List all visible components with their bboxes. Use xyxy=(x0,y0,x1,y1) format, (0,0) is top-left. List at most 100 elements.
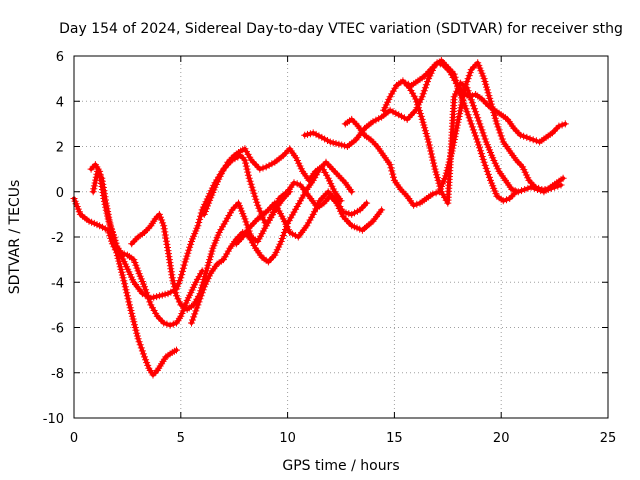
data-point xyxy=(339,208,347,216)
data-point xyxy=(178,271,186,279)
data-point xyxy=(555,122,563,130)
data-point xyxy=(474,138,482,146)
data-point xyxy=(486,173,493,181)
data-point xyxy=(521,186,529,193)
data-point xyxy=(286,229,294,236)
data-point xyxy=(473,135,481,143)
data-point xyxy=(480,75,488,83)
data-point xyxy=(416,110,424,117)
data-point xyxy=(524,184,532,192)
data-point xyxy=(193,304,201,312)
data-point xyxy=(188,319,195,327)
data-point xyxy=(182,255,190,263)
data-point xyxy=(321,135,329,143)
data-point xyxy=(183,252,191,260)
data-point xyxy=(110,233,118,241)
data-point xyxy=(192,307,200,315)
data-point xyxy=(111,236,119,244)
data-point xyxy=(508,186,516,193)
data-point xyxy=(91,179,99,187)
data-point xyxy=(268,160,276,168)
data-point xyxy=(464,75,472,83)
data-point xyxy=(184,249,192,257)
data-point xyxy=(137,344,145,352)
data-point xyxy=(122,286,130,294)
data-point xyxy=(465,114,473,122)
y-tick-label: 6 xyxy=(56,50,64,65)
y-tick-label: -6 xyxy=(51,322,64,337)
data-point xyxy=(142,356,150,364)
data-point xyxy=(466,69,474,77)
data-point xyxy=(398,112,405,120)
data-point xyxy=(205,259,213,266)
series-line xyxy=(189,160,354,325)
data-point xyxy=(254,201,262,209)
data-point xyxy=(458,98,466,106)
data-point xyxy=(247,180,255,188)
data-point xyxy=(262,163,270,171)
data-point xyxy=(222,161,230,169)
data-point xyxy=(436,60,444,68)
data-point xyxy=(315,132,323,140)
data-point xyxy=(186,243,194,251)
data-point xyxy=(246,153,254,161)
data-point xyxy=(198,289,206,297)
data-point xyxy=(534,186,541,193)
series-line xyxy=(89,162,205,328)
data-point xyxy=(163,320,171,328)
x-tick-label: 5 xyxy=(177,431,185,446)
data-point xyxy=(422,81,430,89)
data-point xyxy=(190,313,198,321)
data-point xyxy=(136,341,144,349)
y-tick-label: 4 xyxy=(56,95,64,110)
data-point xyxy=(514,188,522,196)
data-point xyxy=(345,210,353,218)
data-point xyxy=(463,78,471,86)
y-tick-label: -2 xyxy=(51,231,64,246)
series-arc4 xyxy=(89,152,386,302)
data-point xyxy=(463,108,471,116)
data-point xyxy=(326,138,334,146)
data-point xyxy=(250,189,258,197)
data-point xyxy=(433,59,441,67)
data-point xyxy=(120,277,128,285)
data-point xyxy=(434,176,442,184)
data-point xyxy=(169,320,177,328)
data-point xyxy=(529,136,537,144)
data-point xyxy=(429,156,437,164)
data-point xyxy=(414,101,422,109)
data-point xyxy=(453,124,461,132)
x-tick-label: 0 xyxy=(70,431,78,446)
data-point xyxy=(478,126,486,134)
data-point xyxy=(121,283,129,291)
data-point xyxy=(483,86,491,94)
data-point xyxy=(251,192,259,200)
data-point xyxy=(99,180,107,188)
data-point xyxy=(526,135,534,143)
data-point xyxy=(424,78,431,86)
data-point xyxy=(155,292,163,300)
data-point xyxy=(244,168,252,176)
data-point xyxy=(446,68,454,76)
data-point xyxy=(424,135,432,143)
data-point xyxy=(161,290,169,298)
data-point xyxy=(259,164,267,172)
data-point xyxy=(457,101,465,109)
data-point xyxy=(492,117,500,125)
data-point xyxy=(467,120,475,128)
data-point xyxy=(256,207,264,215)
data-point xyxy=(197,212,204,220)
data-point xyxy=(463,84,471,92)
data-point xyxy=(432,189,440,197)
data-point xyxy=(390,173,397,181)
data-point xyxy=(425,141,433,149)
data-point xyxy=(173,346,180,354)
data-point xyxy=(469,126,477,134)
data-point xyxy=(530,184,538,192)
data-point xyxy=(169,277,177,285)
data-point xyxy=(378,206,386,214)
data-point xyxy=(497,132,505,140)
data-point xyxy=(429,190,437,198)
data-point xyxy=(389,87,397,95)
